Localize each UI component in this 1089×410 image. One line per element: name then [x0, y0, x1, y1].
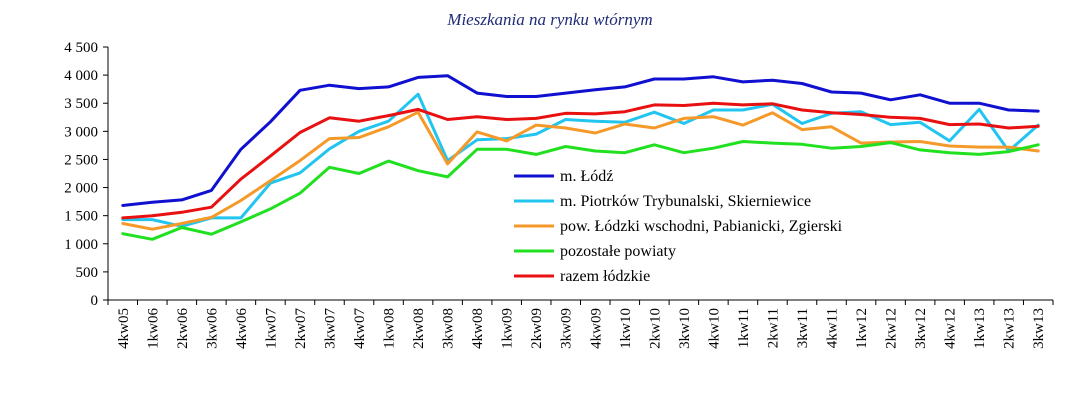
x-tick-label: 4kw12	[943, 308, 959, 349]
x-tick-label: 4kw10	[706, 308, 722, 349]
x-tick-label: 3kw13	[1031, 308, 1047, 349]
x-tick-label: 3kw09	[559, 308, 575, 349]
y-tick-label: 0	[91, 293, 99, 309]
x-tick-label: 2kw11	[765, 308, 781, 348]
y-tick-label: 1 000	[64, 237, 98, 253]
x-tick-label: 2kw09	[529, 308, 545, 349]
series-line-1	[121, 92, 1040, 228]
x-tick-label: 4kw11	[825, 308, 841, 348]
x-tick-label: 1kw12	[854, 308, 870, 349]
y-tick-label: 2 000	[64, 181, 98, 197]
x-ticks: 4kw05 1kw06 2kw06 3kw06 4kw06 1kw07 2kw07 3kw07…	[107, 300, 1054, 349]
x-tick-label: 2kw08	[411, 308, 427, 349]
series-line-3	[121, 140, 1040, 241]
legend-label: razem łódzkie	[560, 268, 650, 285]
x-tick-label: 3kw08	[441, 308, 457, 349]
x-tick-label: 2kw10	[647, 308, 663, 349]
y-tick-label: 500	[76, 265, 99, 281]
x-tick-label: 3kw10	[677, 308, 693, 349]
x-tick-label: 3kw07	[322, 308, 338, 349]
x-tick-label: 2kw06	[175, 308, 191, 349]
x-tick-label: 4kw08	[470, 308, 486, 349]
series-lines	[121, 74, 1040, 241]
chart-title: Mieszkania na rynku wtórnym	[446, 10, 652, 29]
x-tick-label: 2kw12	[884, 308, 900, 349]
x-tick-label: 1kw09	[500, 308, 516, 349]
x-tick-label: 1kw10	[618, 308, 634, 349]
y-tick-label: 3 000	[64, 124, 98, 140]
x-tick-label: 1kw07	[263, 308, 279, 349]
y-ticks: 0 500 1 000 1 500 2 000 2 500 3 000 3 500 4 000 4…	[64, 40, 108, 309]
x-tick-label: 2kw13	[1002, 308, 1018, 349]
x-tick-label: 1kw13	[972, 308, 988, 349]
x-tick-label: 4kw07	[352, 308, 368, 349]
legend-label: pozostałe powiaty	[560, 243, 676, 260]
x-tick-label: 3kw12	[913, 308, 929, 349]
y-tick-label: 3 500	[64, 96, 98, 112]
x-tick-label: 1kw11	[736, 308, 752, 348]
y-tick-label: 4 500	[64, 40, 98, 56]
x-tick-label: 3kw11	[795, 308, 811, 348]
y-tick-label: 2 500	[64, 152, 98, 168]
x-tick-label: 3kw06	[204, 308, 220, 349]
legend-label: m. Łódź	[560, 168, 613, 185]
series-line-4	[121, 101, 1040, 220]
y-tick-label: 4 000	[64, 68, 98, 84]
legend-label: pow. Łódzki wschodni, Pabianicki, Zgiers…	[560, 218, 843, 235]
x-tick-label: 4kw06	[234, 308, 250, 349]
x-tick-label: 4kw09	[588, 308, 604, 349]
x-tick-label: 2kw07	[293, 308, 309, 349]
x-tick-label: 1kw06	[145, 308, 161, 349]
legend: m. Łódź m. Piotrków Trybunalski, Skiernie…	[514, 168, 843, 285]
y-tick-label: 1 500	[64, 209, 98, 225]
x-tick-label: 1kw08	[382, 308, 398, 349]
x-tick-label: 4kw05	[116, 308, 132, 349]
series-line-0	[121, 74, 1040, 207]
legend-label: m. Piotrków Trybunalski, Skierniewice	[560, 193, 811, 210]
